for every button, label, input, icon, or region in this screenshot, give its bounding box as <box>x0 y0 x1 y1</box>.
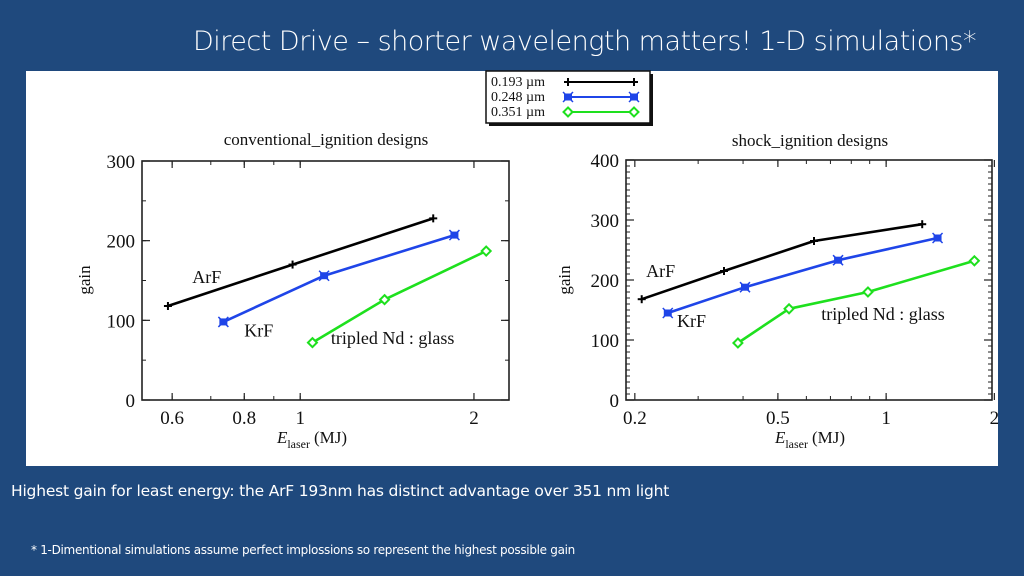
series-krf <box>662 232 944 319</box>
series-line <box>167 217 434 308</box>
y-tick-label: 0 <box>126 391 136 412</box>
legend: 0.193 µm 0.248 µm 0.351 µm <box>485 70 653 126</box>
series-line <box>641 222 923 301</box>
legend-marker <box>562 91 574 103</box>
legend-marker <box>628 106 640 118</box>
data-point <box>832 254 844 266</box>
legend-marker <box>564 78 572 86</box>
y-tick-label: 0 <box>610 391 620 412</box>
chart-title: conventional_ignition designs <box>224 130 428 149</box>
plot-frame <box>625 159 993 401</box>
series-annotation: tripled Nd : glass <box>331 328 455 348</box>
x-tick-label: 0.2 <box>623 408 647 429</box>
series-annotation: KrF <box>244 320 273 340</box>
series-annotation: KrF <box>677 311 706 331</box>
series-annotation: ArF <box>646 261 675 281</box>
series-annotation: tripled Nd : glass <box>821 304 945 324</box>
legend-label-0: 0.193 µm <box>491 75 545 90</box>
y-tick-label: 400 <box>591 151 620 172</box>
legend-marker <box>630 78 638 86</box>
legend-label-1: 0.248 µm <box>491 90 545 105</box>
chart-conventional-ignition: conventional_ignition designs gain Elase… <box>75 130 510 451</box>
legend-label-2: 0.351 µm <box>491 105 545 120</box>
y-axis-label: gain <box>75 265 94 295</box>
data-point <box>918 220 927 229</box>
data-point <box>862 286 874 298</box>
legend-marker <box>562 106 574 118</box>
x-tick-label: 0.6 <box>160 408 184 429</box>
chart-title: shock_ignition designs <box>732 131 888 150</box>
x-tick-label: 0.5 <box>766 408 790 429</box>
x-tick-label: 2 <box>469 408 479 429</box>
footnote: * 1-Dimentional simulations assume perfe… <box>31 543 575 557</box>
x-axis-label-sub: laser <box>287 437 310 451</box>
x-tick-label: 1 <box>295 408 305 429</box>
x-axis-label-main: E <box>276 428 288 447</box>
series-arf <box>637 220 927 304</box>
x-axis-label-sub: laser <box>785 437 808 451</box>
data-point <box>318 270 330 282</box>
data-point <box>783 302 795 315</box>
y-tick-label: 100 <box>107 311 136 332</box>
series-tripled-nd-glass <box>731 254 981 349</box>
data-point <box>448 229 460 241</box>
data-point <box>662 307 674 319</box>
y-axis-label: gain <box>555 265 574 295</box>
y-tick-label: 300 <box>107 152 136 173</box>
data-point <box>217 316 229 328</box>
data-point <box>378 293 391 306</box>
x-axis-label-unit: (MJ) <box>812 428 845 447</box>
series-line <box>737 259 975 345</box>
data-point <box>932 232 944 244</box>
y-tick-label: 200 <box>591 271 620 292</box>
x-tick-label: 1 <box>881 408 891 429</box>
data-point <box>288 260 297 269</box>
chart-shock-ignition: shock_ignition designs gain Elaser (MJ) 0… <box>555 131 999 451</box>
x-axis-label-unit: (MJ) <box>314 428 347 447</box>
data-point <box>163 301 172 310</box>
series-annotation: ArF <box>192 267 221 287</box>
y-tick-label: 100 <box>591 331 620 352</box>
series-arf <box>163 214 438 310</box>
data-point <box>480 245 493 257</box>
data-point <box>731 337 744 349</box>
data-point <box>306 336 319 349</box>
series-line <box>667 236 938 315</box>
series-krf <box>217 229 460 328</box>
data-point <box>429 214 438 223</box>
x-axis-label-main: E <box>774 428 786 447</box>
series-tripled-nd-glass <box>306 245 493 349</box>
x-tick-label: 0.8 <box>232 408 256 429</box>
data-point <box>637 295 646 304</box>
x-axis-label: Elaser (MJ) <box>774 428 845 451</box>
y-tick-label: 300 <box>591 211 620 232</box>
slide-title: Direct Drive – shorter wavelength matter… <box>193 26 977 57</box>
y-tick-label: 200 <box>107 232 136 253</box>
legend-marker <box>628 91 640 103</box>
data-point <box>719 267 728 275</box>
data-point <box>739 281 751 293</box>
caption: Highest gain for least energy: the ArF 1… <box>11 482 670 500</box>
x-tick-label: 2 <box>990 408 1000 429</box>
data-point <box>968 254 981 267</box>
data-point <box>809 237 818 245</box>
x-axis-label: Elaser (MJ) <box>276 428 347 451</box>
